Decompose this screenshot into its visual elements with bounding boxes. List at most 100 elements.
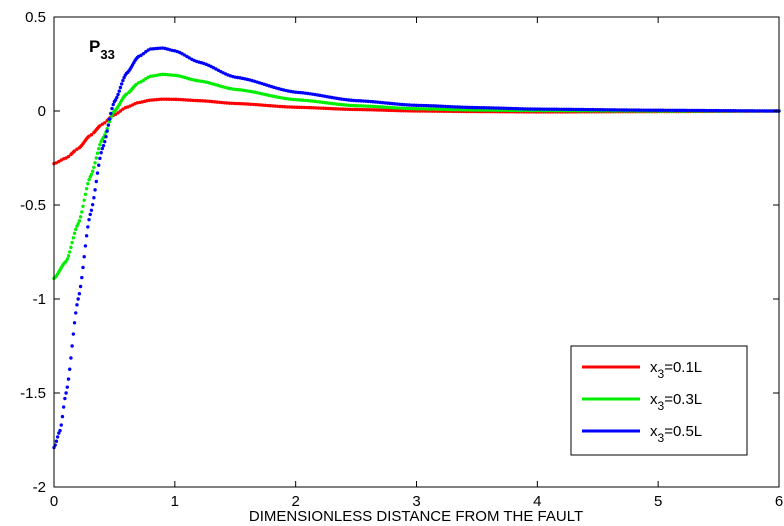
- data-point: [518, 107, 523, 111]
- data-point: [463, 105, 467, 109]
- data-point: [287, 105, 292, 109]
- data-point: [111, 102, 115, 107]
- data-point: [391, 108, 396, 113]
- data-point: [743, 109, 747, 113]
- data-point: [139, 53, 143, 58]
- data-point: [475, 105, 479, 110]
- data-point: [455, 108, 460, 112]
- data-point: [81, 265, 85, 270]
- data-point: [196, 98, 200, 103]
- data-point: [690, 108, 694, 113]
- data-point: [716, 108, 721, 113]
- data-point: [405, 106, 409, 111]
- data-point: [431, 107, 436, 111]
- data-point: [680, 108, 685, 113]
- data-point: [103, 121, 107, 125]
- data-point: [685, 108, 689, 113]
- legend-entry: x3=0.1L: [582, 359, 702, 381]
- data-point: [361, 104, 366, 108]
- data-point: [65, 257, 69, 261]
- y-tick-label: -0.5: [20, 197, 46, 214]
- data-point: [246, 102, 251, 106]
- data-point: [169, 97, 173, 102]
- data-point: [443, 107, 448, 112]
- data-point: [316, 106, 321, 110]
- x-tick-label: 0: [50, 493, 58, 510]
- data-point: [699, 108, 704, 113]
- data-point: [414, 103, 419, 108]
- data-point: [424, 107, 428, 111]
- data-point: [304, 105, 309, 110]
- data-point: [364, 104, 368, 108]
- data-point: [61, 405, 66, 409]
- data-point: [82, 198, 86, 202]
- annotation-text: P: [89, 37, 100, 56]
- svg-text:x3=0.5L: x3=0.5L: [650, 423, 702, 445]
- data-point: [92, 196, 96, 200]
- data-point: [622, 108, 627, 112]
- data-point: [354, 104, 358, 108]
- data-point: [379, 108, 384, 112]
- data-point: [400, 106, 404, 110]
- data-point: [110, 106, 114, 111]
- svg-text:x3=0.1L: x3=0.1L: [650, 359, 702, 381]
- data-point: [367, 108, 372, 112]
- data-point: [353, 107, 357, 112]
- data-point: [489, 106, 494, 110]
- data-point: [617, 108, 622, 112]
- data-point: [351, 103, 356, 108]
- data-point: [237, 101, 241, 106]
- x-tick-label: 6: [775, 493, 783, 510]
- data-point: [84, 234, 89, 238]
- data-point: [161, 72, 165, 77]
- data-point: [326, 106, 330, 111]
- data-point: [523, 107, 527, 111]
- data-point: [80, 210, 84, 214]
- y-tick-label: -2: [33, 479, 46, 496]
- data-point: [90, 202, 95, 207]
- data-point: [93, 188, 97, 192]
- data-point: [359, 104, 363, 108]
- data-point: [191, 98, 195, 103]
- data-point: [458, 105, 462, 109]
- data-point: [649, 108, 653, 112]
- data-point: [736, 109, 740, 113]
- data-point: [668, 108, 672, 112]
- data-point: [72, 231, 77, 236]
- data-point: [460, 108, 465, 112]
- data-point: [184, 98, 188, 102]
- data-point: [579, 107, 583, 112]
- data-point: [745, 109, 750, 113]
- x-tick-label: 5: [654, 493, 662, 510]
- data-point: [581, 107, 585, 112]
- data-point: [400, 102, 404, 107]
- data-point: [738, 109, 743, 113]
- data-point: [362, 107, 367, 112]
- data-point: [467, 105, 472, 110]
- data-point: [141, 51, 146, 56]
- data-point: [598, 108, 602, 112]
- legend-label-0: x: [650, 359, 658, 376]
- y-tick-label: -1: [33, 291, 46, 308]
- data-point: [292, 105, 297, 109]
- data-point: [472, 108, 477, 112]
- data-point: [525, 107, 530, 111]
- data-point: [670, 108, 675, 113]
- data-point: [66, 154, 71, 159]
- data-point: [333, 107, 338, 111]
- data-point: [181, 98, 185, 102]
- data-point: [95, 171, 100, 175]
- data-point: [319, 106, 323, 110]
- data-point: [115, 95, 119, 100]
- data-point: [71, 236, 76, 240]
- data-point: [559, 107, 564, 111]
- data-point: [198, 99, 202, 103]
- data-point: [603, 108, 607, 112]
- data-point: [366, 104, 370, 108]
- data-point: [516, 107, 520, 111]
- data-point: [109, 111, 113, 116]
- data-point: [298, 98, 303, 102]
- data-point: [721, 108, 726, 113]
- data-point: [484, 106, 489, 110]
- data-point: [118, 85, 123, 90]
